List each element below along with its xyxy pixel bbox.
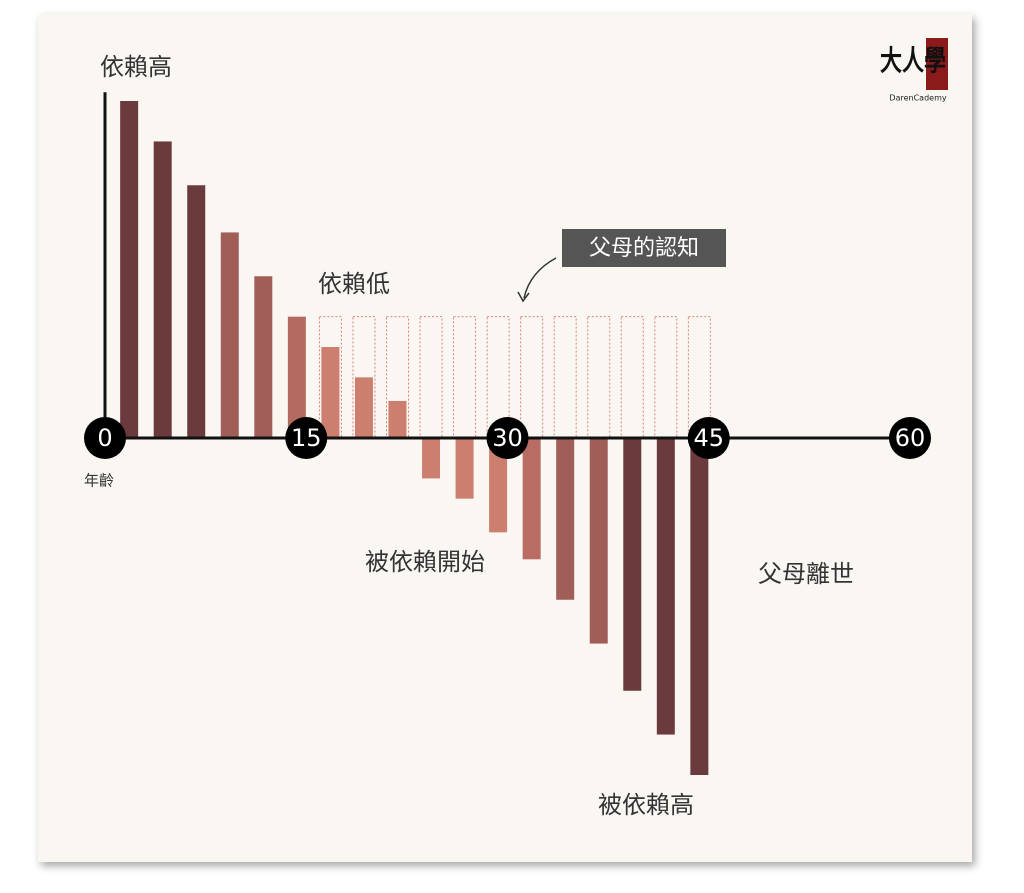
bar: [556, 438, 575, 600]
bar: [489, 438, 508, 533]
bar: [690, 438, 709, 775]
x-tick-label: 45: [693, 424, 724, 452]
bar: [589, 438, 608, 644]
annotation: 被依賴高: [598, 791, 694, 819]
legend-box: [562, 229, 726, 267]
perceived-bar: [553, 316, 577, 439]
bar: [354, 377, 373, 438]
bar: [656, 438, 675, 735]
bar: [153, 141, 172, 438]
annotation: 依賴低: [318, 270, 390, 298]
perceived-bar: [352, 316, 376, 439]
annotation: 被依賴開始: [365, 548, 485, 576]
bar: [254, 276, 273, 438]
annotation: 依賴高: [100, 53, 172, 81]
perceived-bar: [687, 316, 711, 439]
bar: [287, 316, 306, 438]
arrow-head: [517, 291, 530, 303]
perceived-bar: [620, 316, 644, 439]
perceived-bar: [318, 316, 342, 439]
logo-mark: [926, 38, 948, 90]
perceived-bar: [419, 316, 443, 439]
bar: [455, 438, 474, 499]
x-tick: [84, 417, 126, 459]
x-tick-label: 30: [492, 424, 523, 452]
x-tick: [486, 417, 529, 459]
perceived-bar: [486, 316, 510, 439]
x-axis-label: 年齡: [84, 472, 114, 490]
x-tick-label: 60: [895, 424, 926, 452]
bar: [321, 347, 340, 438]
legend-label: 父母的認知: [589, 236, 699, 261]
x-tick-label: 0: [97, 424, 112, 452]
bar: [522, 438, 541, 560]
x-tick-label: 15: [291, 424, 322, 452]
arrow: [523, 257, 557, 299]
logo-subtitle: DarenCademy: [889, 94, 946, 103]
x-tick: [889, 417, 931, 459]
bar: [388, 400, 407, 438]
logo: 大人學: [880, 44, 946, 77]
annotation: 父母離世: [758, 560, 854, 588]
perceived-bar: [587, 316, 611, 439]
bar: [120, 101, 139, 438]
perceived-bar: [520, 316, 544, 439]
bar: [220, 232, 239, 438]
bar: [623, 438, 642, 691]
bar: [187, 185, 206, 438]
x-tick: [687, 417, 730, 459]
perceived-bar: [654, 316, 678, 439]
bar: [422, 438, 441, 479]
x-tick: [285, 417, 328, 459]
perceived-bar: [453, 316, 477, 439]
perceived-bar: [385, 316, 409, 439]
